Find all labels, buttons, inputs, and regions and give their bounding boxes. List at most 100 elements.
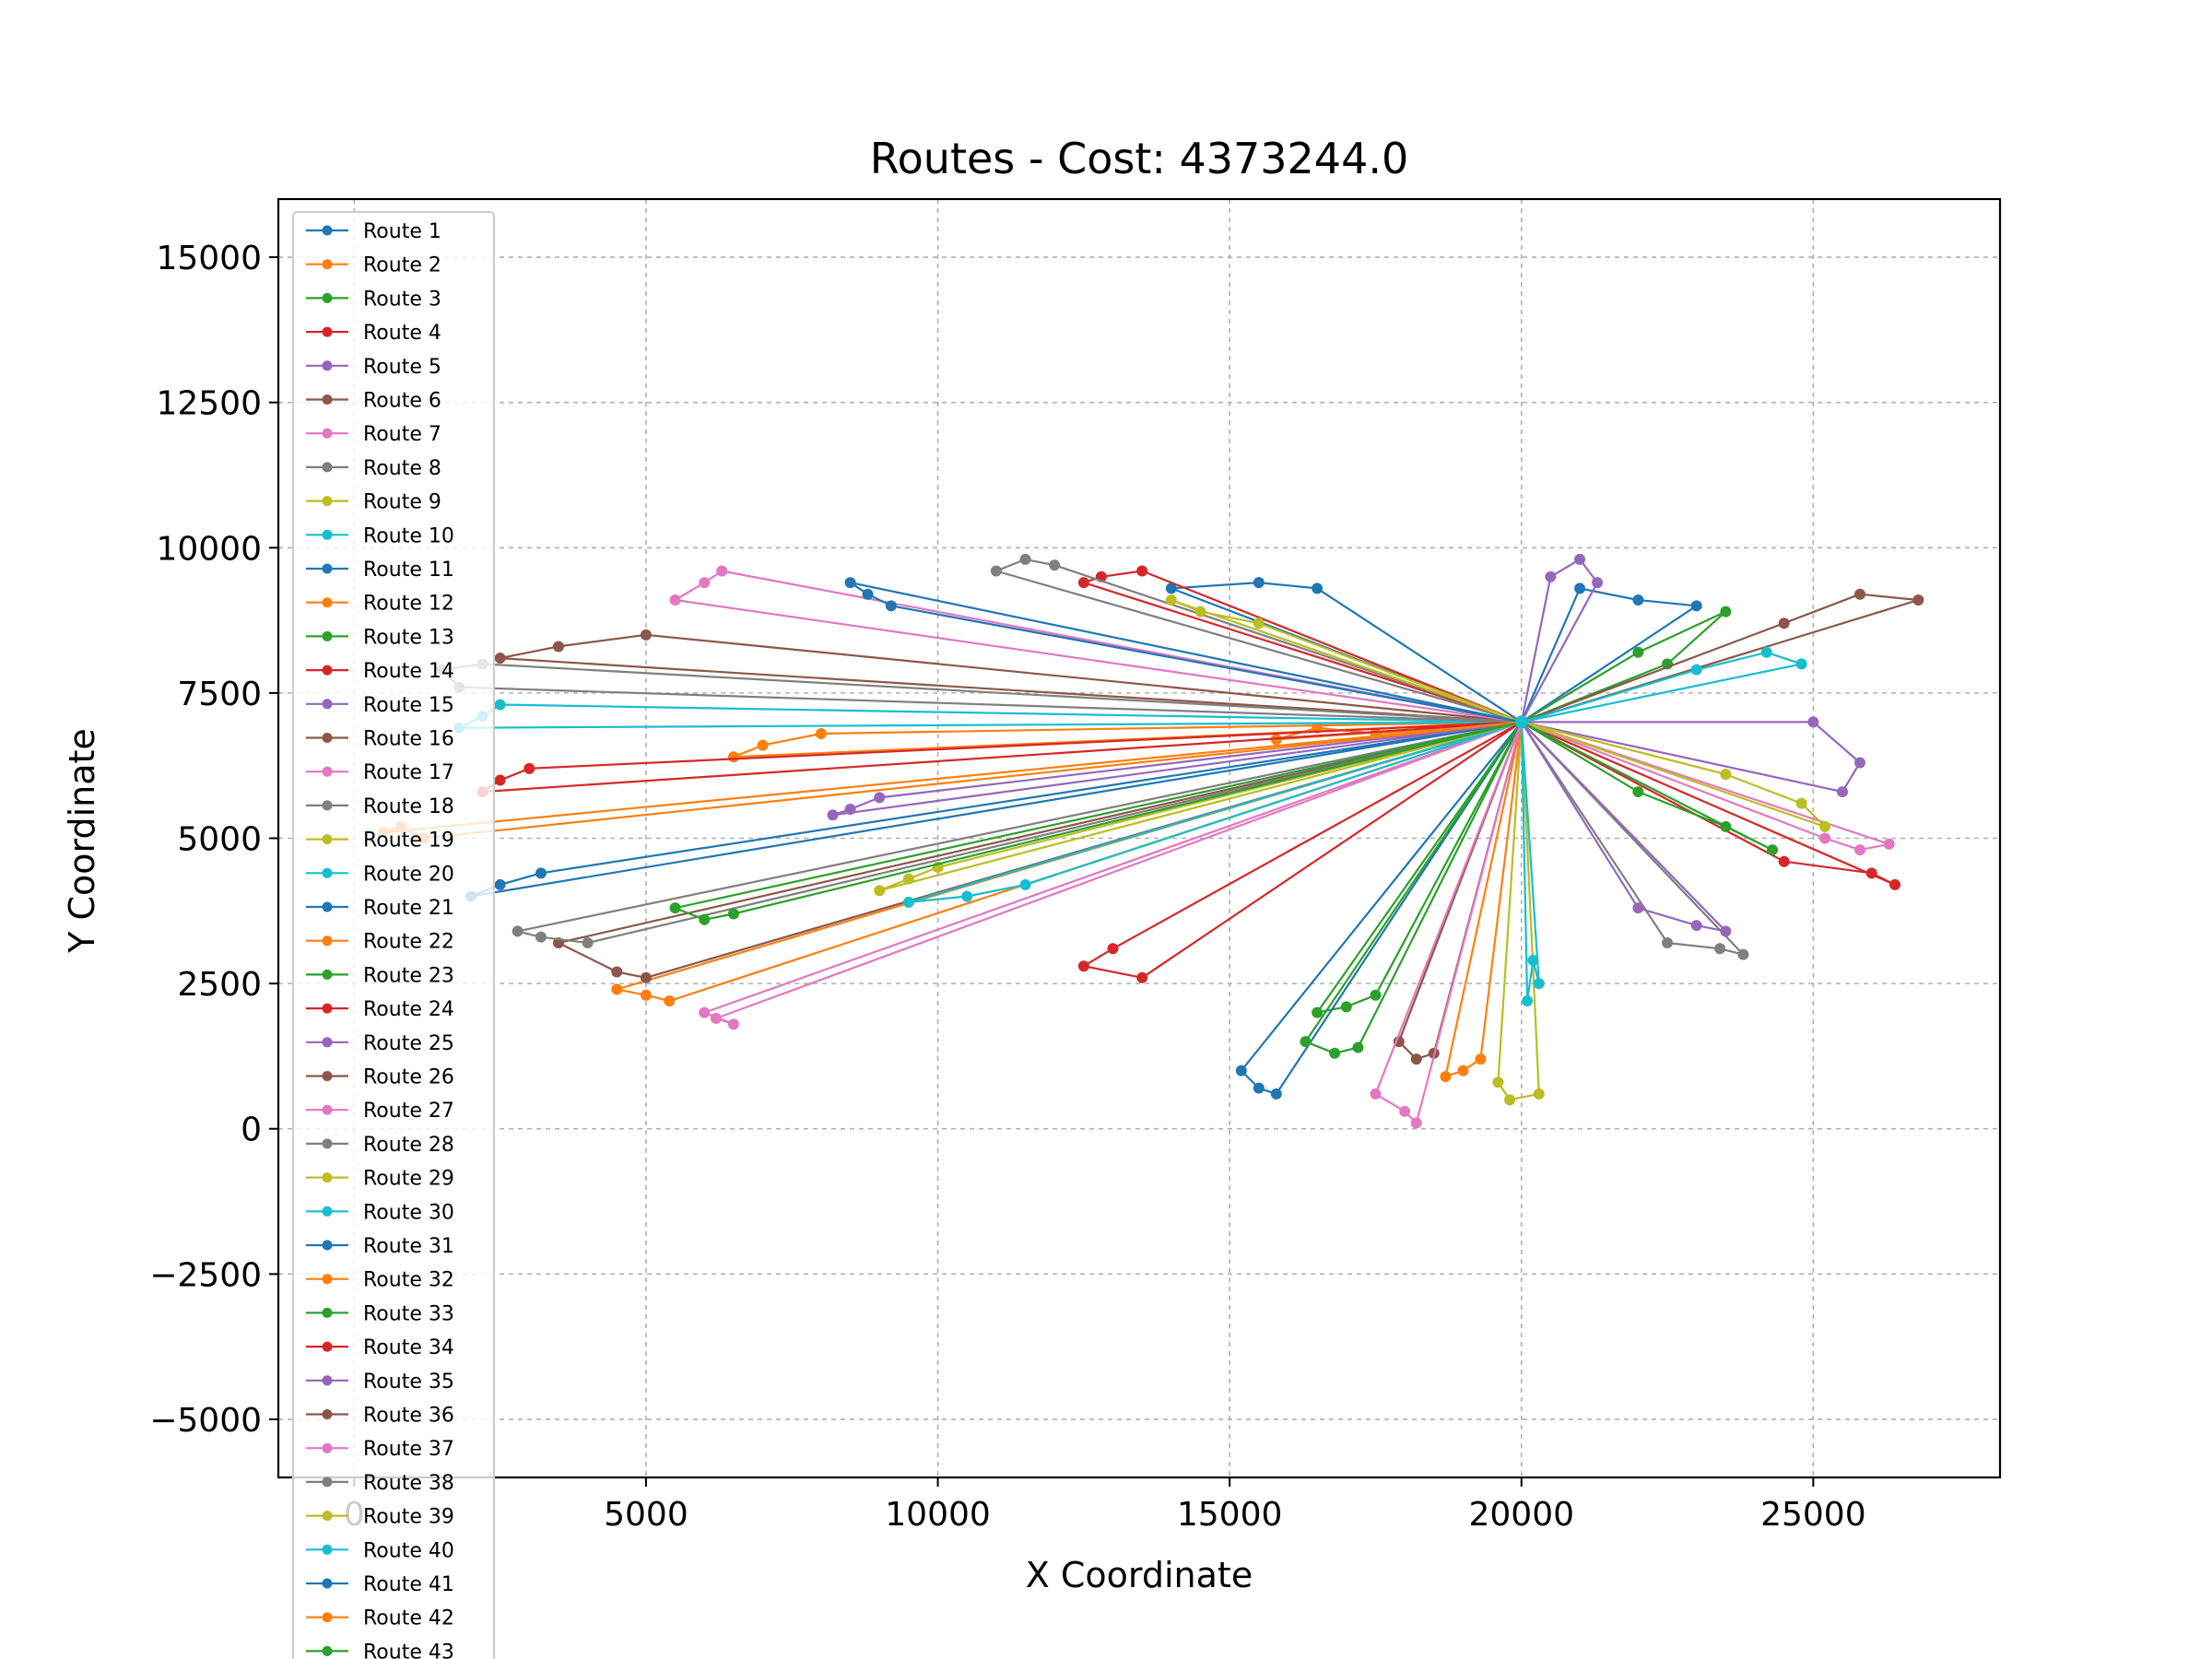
- route-point: [990, 565, 1002, 577]
- legend-marker: [322, 1442, 333, 1453]
- legend-entry: Route 31: [306, 1235, 454, 1258]
- y-axis-label: Y Coordinate: [62, 728, 102, 954]
- route-point: [1720, 769, 1732, 781]
- route-point: [1854, 588, 1866, 600]
- route-point: [1527, 954, 1539, 966]
- legend-marker: [322, 1003, 333, 1014]
- grid-lines: [278, 199, 2000, 1477]
- route-point: [710, 1012, 722, 1024]
- legend-label: Route 12: [363, 593, 454, 616]
- route-series-40: [1515, 716, 1545, 1007]
- legend-label: Route 22: [363, 931, 454, 954]
- route-point: [1165, 582, 1177, 594]
- legend-entry: Route 36: [306, 1405, 454, 1428]
- legend-entry: Route 16: [306, 728, 454, 751]
- legend-marker: [322, 428, 333, 439]
- route-point: [1912, 594, 1924, 606]
- legend-label: Route 35: [363, 1371, 454, 1394]
- route-point: [1340, 1001, 1352, 1013]
- legend-items: Route 1 Route 2 Route 3 Route 4 Route 5 Route…: [306, 220, 454, 1659]
- route-point: [494, 699, 506, 711]
- legend-entry: Route 32: [306, 1269, 454, 1292]
- legend-entry: Route 23: [306, 964, 454, 987]
- legend-label: Route 40: [363, 1539, 454, 1562]
- route-point: [1720, 606, 1732, 618]
- route-point: [1592, 577, 1604, 589]
- legend-marker: [322, 834, 333, 845]
- route-point: [1329, 1047, 1341, 1059]
- legend-entry: Route 28: [306, 1134, 454, 1157]
- route-point: [1253, 618, 1265, 629]
- legend-entry: Route 27: [306, 1100, 454, 1123]
- route-point: [1165, 594, 1177, 606]
- route-point: [885, 600, 897, 612]
- legend-label: Route 27: [363, 1100, 454, 1123]
- legend-label: Route 33: [363, 1302, 454, 1325]
- route-point: [640, 971, 652, 983]
- legend-label: Route 10: [363, 524, 454, 547]
- route-point: [1545, 571, 1557, 582]
- legend-entry: Route 10: [306, 524, 454, 547]
- route-point: [902, 873, 914, 885]
- legend-marker: [322, 1206, 333, 1217]
- route-point: [1457, 1065, 1469, 1077]
- route-series-27: [699, 716, 1527, 1030]
- legend-marker: [322, 1071, 333, 1081]
- legend-label: Route 39: [363, 1506, 454, 1529]
- legend-entry: Route 19: [306, 830, 454, 853]
- legend-marker: [322, 867, 333, 878]
- route-series-35: [1515, 716, 1732, 937]
- route-point: [961, 890, 973, 902]
- legend-label: Route 9: [363, 491, 441, 514]
- route-point: [1767, 844, 1779, 856]
- legend-label: Route 17: [363, 761, 454, 784]
- legend-entry: Route 22: [306, 931, 454, 954]
- legend-label: Route 42: [363, 1607, 454, 1630]
- route-point: [827, 809, 839, 821]
- route-point: [874, 792, 886, 804]
- y-tick-label: 7500: [177, 676, 262, 713]
- route-point: [494, 774, 506, 786]
- route-point: [552, 641, 564, 653]
- legend-entry: Route 2: [306, 254, 441, 277]
- route-point: [611, 966, 623, 978]
- legend-entry: Route 15: [306, 694, 454, 717]
- legend-entry: Route 12: [306, 593, 454, 616]
- legend-entry: Route 43: [306, 1641, 454, 1659]
- legend-label: Route 32: [363, 1269, 454, 1292]
- legend-label: Route 23: [363, 964, 454, 987]
- route-point: [1854, 757, 1866, 769]
- legend-marker: [322, 969, 333, 980]
- route-point: [902, 896, 914, 908]
- legend-entry: Route 7: [306, 423, 441, 446]
- legend-label: Route 7: [363, 423, 441, 446]
- legend-entry: Route 4: [306, 322, 441, 345]
- legend-label: Route 21: [363, 897, 454, 920]
- legend-label: Route 11: [363, 559, 454, 582]
- route-point: [1883, 838, 1895, 850]
- route-point: [1492, 1077, 1504, 1088]
- legend-marker: [322, 563, 333, 574]
- legend-marker: [322, 259, 333, 270]
- route-point: [1312, 1006, 1324, 1018]
- route-line: [907, 721, 1523, 904]
- route-point: [1049, 559, 1061, 571]
- legend-label: Route 20: [363, 863, 454, 886]
- route-point: [535, 931, 547, 943]
- route-point: [727, 751, 739, 763]
- legend-entry: Route 39: [306, 1506, 454, 1529]
- legend-label: Route 41: [363, 1573, 454, 1596]
- legend-marker: [322, 529, 333, 540]
- y-tick-label: −2500: [149, 1256, 262, 1294]
- route-point: [727, 1018, 739, 1030]
- legend-marker: [322, 1341, 333, 1352]
- route-point: [1632, 902, 1644, 914]
- legend-marker: [322, 462, 333, 473]
- legend-marker: [322, 1645, 333, 1656]
- route-point: [1300, 1036, 1312, 1048]
- x-tick-label: 15000: [1177, 1496, 1283, 1534]
- route-point: [1632, 594, 1644, 606]
- route-point: [1475, 1053, 1487, 1065]
- legend-label: Route 31: [363, 1235, 454, 1258]
